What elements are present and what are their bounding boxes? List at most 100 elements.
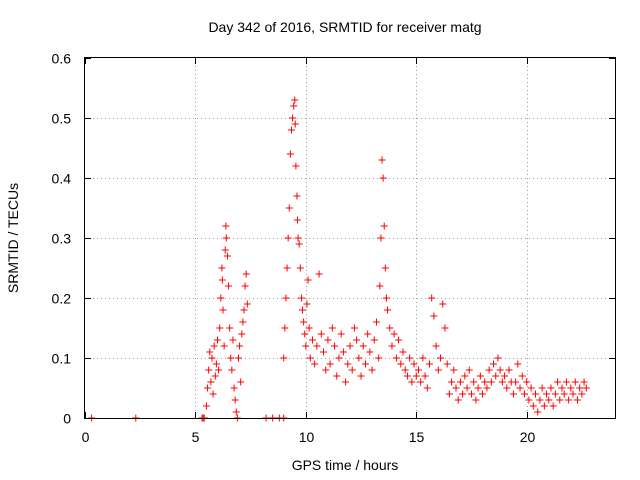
data-point <box>434 366 442 374</box>
data-point <box>211 372 219 380</box>
data-point <box>346 342 354 350</box>
data-point <box>373 318 380 326</box>
data-point <box>311 360 319 368</box>
data-point <box>426 360 433 368</box>
data-point <box>230 384 238 392</box>
data-point <box>353 336 361 344</box>
data-point <box>231 396 239 404</box>
data-point <box>408 378 416 386</box>
data-point <box>339 348 347 356</box>
data-point <box>403 372 411 380</box>
data-point <box>375 354 383 362</box>
data-point <box>428 294 436 302</box>
data-point <box>465 366 473 374</box>
data-point <box>476 372 484 380</box>
data-point <box>379 174 387 182</box>
data-point <box>295 240 303 248</box>
data-point <box>380 222 388 230</box>
data-point <box>342 378 350 386</box>
data-point <box>461 372 469 380</box>
data-point <box>381 264 389 272</box>
data-point <box>545 396 553 404</box>
data-point <box>215 366 223 374</box>
data-point <box>573 396 581 404</box>
data-point <box>222 234 230 242</box>
data-point <box>287 126 295 134</box>
data-point <box>348 366 356 374</box>
data-point <box>558 384 566 392</box>
data-point <box>474 384 482 392</box>
data-point <box>232 408 240 416</box>
data-point <box>216 324 224 332</box>
data-point <box>283 264 291 272</box>
data-point <box>220 342 228 350</box>
data-point <box>239 318 247 326</box>
data-point <box>498 378 506 386</box>
data-point <box>291 96 299 104</box>
data-point <box>219 306 227 314</box>
grid <box>85 58 615 418</box>
data-point <box>299 306 307 314</box>
data-point <box>551 390 559 398</box>
data-point <box>370 336 378 344</box>
data-point <box>302 342 310 350</box>
data-point <box>333 372 341 380</box>
data-point <box>452 384 460 392</box>
data-point <box>538 384 546 392</box>
data-point <box>492 372 500 380</box>
data-point <box>222 222 230 230</box>
data-point <box>377 234 385 242</box>
data-point <box>481 378 489 386</box>
data-point <box>549 402 557 410</box>
data-point <box>228 366 236 374</box>
data-points <box>88 96 590 422</box>
y-tick-label: 0.1 <box>52 351 72 367</box>
data-point <box>571 378 579 386</box>
data-point <box>514 360 522 368</box>
data-point <box>467 390 475 398</box>
data-point <box>214 336 221 344</box>
data-point <box>361 360 369 368</box>
data-point <box>301 330 309 338</box>
data-point <box>547 384 555 392</box>
data-point <box>532 390 539 398</box>
data-point <box>304 276 312 284</box>
data-point <box>280 354 288 362</box>
data-point <box>562 378 570 386</box>
data-point <box>209 390 217 398</box>
x-tick-label: 10 <box>299 429 315 445</box>
data-point <box>208 354 216 362</box>
data-point <box>357 372 365 380</box>
data-point <box>212 360 220 368</box>
data-point <box>505 366 513 374</box>
data-point <box>217 294 225 302</box>
data-point <box>335 354 343 362</box>
data-point <box>317 330 325 338</box>
data-point <box>376 282 384 290</box>
data-point <box>576 384 584 392</box>
data-point <box>236 342 244 350</box>
data-point <box>560 390 568 398</box>
data-point <box>331 342 339 350</box>
data-point <box>293 192 301 200</box>
axis-ticks: 0 0.1 0.2 0.3 0.4 0.5 0.6 0 5 10 15 20 <box>52 51 615 445</box>
y-tick-label: 0.3 <box>52 231 72 247</box>
data-point <box>204 384 212 392</box>
data-point <box>523 378 531 386</box>
data-point <box>282 294 290 302</box>
data-point <box>472 396 480 404</box>
y-tick-label: 0.4 <box>52 171 72 187</box>
data-point <box>490 360 498 368</box>
data-point <box>300 318 308 326</box>
data-point <box>520 390 528 398</box>
data-point <box>503 384 511 392</box>
data-point <box>355 354 363 362</box>
data-point <box>518 372 526 380</box>
data-point <box>305 324 313 332</box>
data-point <box>293 216 301 224</box>
y-tick-label: 0.6 <box>52 51 72 67</box>
data-point <box>456 378 464 386</box>
data-point <box>556 396 564 404</box>
data-point <box>536 396 544 404</box>
data-point <box>291 120 299 128</box>
